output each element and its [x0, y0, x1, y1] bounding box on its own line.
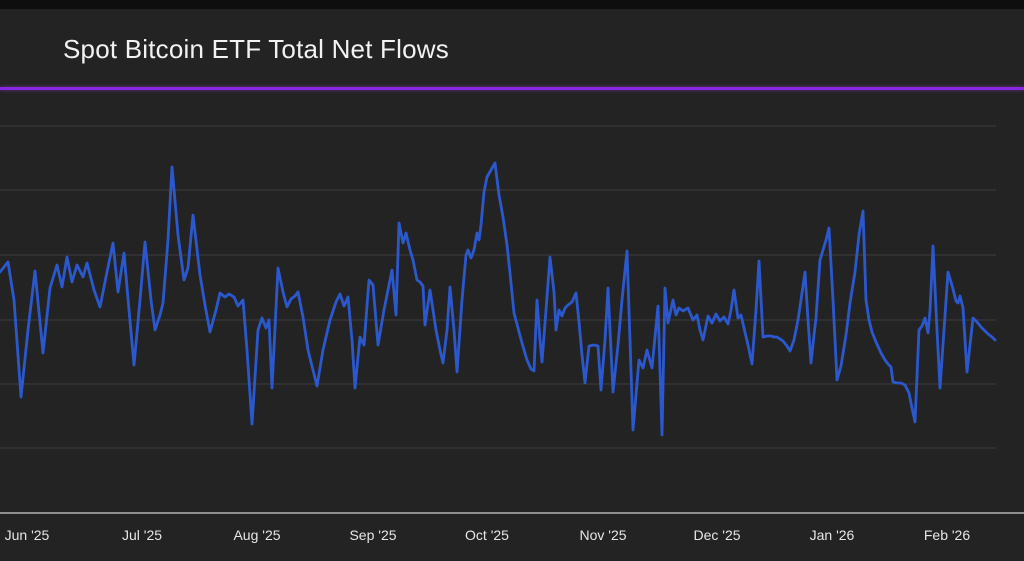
- x-tick-label: Dec '25: [693, 527, 740, 543]
- window-top-strip: [0, 0, 1024, 9]
- x-tick-label: Feb '26: [924, 527, 970, 543]
- x-tick-label: Jul '25: [122, 527, 162, 543]
- x-tick-label: Oct '25: [465, 527, 509, 543]
- accent-divider: [0, 87, 1024, 90]
- page-title: Spot Bitcoin ETF Total Net Flows: [63, 34, 449, 64]
- x-tick-label: Jan '26: [810, 527, 855, 543]
- x-tick-label: Jun '25: [5, 527, 50, 543]
- x-tick-label: Sep '25: [349, 527, 396, 543]
- x-tick-label: Nov '25: [579, 527, 626, 543]
- x-tick-label: Aug '25: [233, 527, 280, 543]
- net-flows-series-line[interactable]: [0, 161, 997, 437]
